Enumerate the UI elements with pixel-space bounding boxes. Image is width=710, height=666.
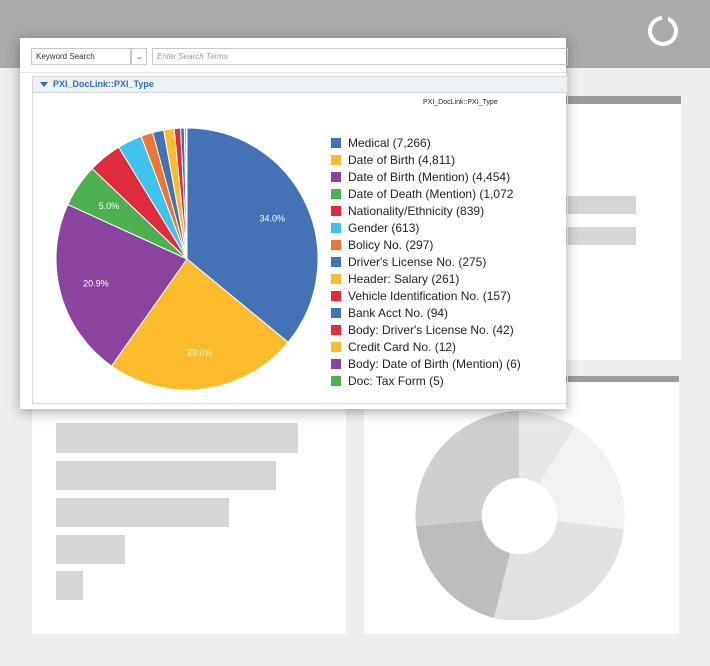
pie-chart: 34.0% 23.0% 20.9% 5.0% bbox=[55, 127, 319, 391]
background-bar bbox=[56, 498, 229, 527]
background-bar bbox=[56, 423, 298, 453]
legend-swatch bbox=[331, 358, 341, 369]
legend-label: Driver's License No. (275) bbox=[348, 254, 487, 269]
legend-item[interactable]: Body: Date of Birth (Mention) (6) bbox=[331, 355, 521, 372]
panel-title: PXI_DocLink::PXI_Type bbox=[53, 79, 154, 89]
pie-percent-label: 5.0% bbox=[99, 201, 120, 211]
legend-label: Medical (7,266) bbox=[348, 135, 431, 150]
chart-legend: Medical (7,266) Date of Birth (4,811) Date… bbox=[331, 134, 521, 389]
legend-label: Date of Birth (Mention) (4,454) bbox=[348, 169, 511, 184]
legend-item[interactable]: Date of Birth (4,811) bbox=[331, 151, 521, 168]
legend-label: Doc: Tax Form (5) bbox=[348, 373, 444, 388]
background-bar bbox=[56, 535, 125, 564]
legend-label: Gender (613) bbox=[348, 220, 420, 235]
legend-label: Bolicy No. (297) bbox=[348, 237, 434, 252]
chevron-down-icon[interactable]: ⌄ bbox=[131, 48, 147, 65]
legend-label: Body: Date of Birth (Mention) (6) bbox=[348, 356, 521, 371]
legend-item[interactable]: Bolicy No. (297) bbox=[331, 236, 521, 253]
legend-swatch bbox=[331, 171, 341, 182]
background-bar bbox=[56, 571, 83, 600]
legend-label: Vehicle Identification No. (157) bbox=[348, 288, 511, 303]
background-placeholder-bar bbox=[566, 196, 636, 214]
legend-item[interactable]: Bank Acct No. (94) bbox=[331, 304, 521, 321]
legend-item[interactable]: Credit Card No. (12) bbox=[331, 338, 521, 355]
chart-panel: PXI_DocLink::PXI_Type bbox=[32, 76, 568, 404]
search-input[interactable]: Enter Search Terms bbox=[152, 48, 568, 65]
pie-percent-label: 20.9% bbox=[83, 279, 109, 289]
legend-swatch bbox=[331, 375, 341, 386]
legend-label: Body: Driver's License No. (42) bbox=[348, 322, 514, 337]
legend-item[interactable]: Vehicle Identification No. (157) bbox=[331, 287, 521, 304]
background-bar bbox=[56, 461, 276, 490]
legend-label: Date of Birth (4,811) bbox=[348, 152, 456, 167]
pie-slice-0[interactable] bbox=[186, 127, 319, 343]
legend-item[interactable]: Doc: Tax Form (5) bbox=[331, 372, 521, 389]
legend-label: Nationality/Ethnicity (839) bbox=[348, 203, 485, 218]
legend-swatch bbox=[331, 324, 341, 335]
pie-slice-2[interactable] bbox=[55, 203, 188, 367]
legend-swatch bbox=[331, 205, 341, 216]
legend-swatch bbox=[331, 307, 341, 318]
legend-item[interactable]: Date of Death (Mention) (1,072 bbox=[331, 185, 521, 202]
legend-item[interactable]: Driver's License No. (275) bbox=[331, 253, 521, 270]
legend-label: Credit Card No. (12) bbox=[348, 339, 457, 354]
legend-label: Bank Acct No. (94) bbox=[348, 305, 449, 320]
legend-item[interactable]: Body: Driver's License No. (42) bbox=[331, 321, 521, 338]
pie-slice-1[interactable] bbox=[110, 258, 289, 391]
search-toolbar: Keyword Search ⌄ Enter Search Terms bbox=[20, 38, 568, 73]
legend-swatch bbox=[331, 222, 341, 233]
legend-swatch bbox=[331, 188, 341, 199]
background-donut-chart bbox=[415, 410, 625, 620]
legend-swatch bbox=[331, 341, 341, 352]
legend-label: Date of Death (Mention) (1,072 bbox=[348, 186, 514, 201]
chart-card: Keyword Search ⌄ Enter Search Terms PXI_… bbox=[20, 38, 568, 409]
legend-swatch bbox=[331, 154, 341, 165]
pie-percent-label: 34.0% bbox=[260, 214, 286, 224]
background-panel-stripe bbox=[566, 96, 681, 104]
background-panel-stripe bbox=[564, 376, 679, 382]
pie-percent-label: 23.0% bbox=[187, 348, 213, 358]
legend-swatch bbox=[331, 239, 341, 250]
keyword-search-select[interactable]: Keyword Search bbox=[31, 48, 131, 65]
legend-item[interactable]: Medical (7,266) bbox=[331, 134, 521, 151]
legend-swatch bbox=[331, 290, 341, 301]
legend-swatch bbox=[331, 273, 341, 284]
legend-swatch bbox=[331, 137, 341, 148]
chart-title: PXI_DocLink::PXI_Type bbox=[423, 99, 498, 106]
legend-label: Header: Salary (261) bbox=[348, 271, 460, 286]
legend-item[interactable]: Gender (613) bbox=[331, 219, 521, 236]
panel-header[interactable]: PXI_DocLink::PXI_Type bbox=[33, 77, 567, 93]
legend-item[interactable]: Header: Salary (261) bbox=[331, 270, 521, 287]
background-placeholder-bar bbox=[566, 227, 636, 245]
legend-item[interactable]: Nationality/Ethnicity (839) bbox=[331, 202, 521, 219]
legend-swatch bbox=[331, 256, 341, 267]
loading-ring-icon[interactable] bbox=[648, 12, 678, 46]
collapse-triangle-icon[interactable] bbox=[40, 82, 48, 87]
legend-item[interactable]: Date of Birth (Mention) (4,454) bbox=[331, 168, 521, 185]
